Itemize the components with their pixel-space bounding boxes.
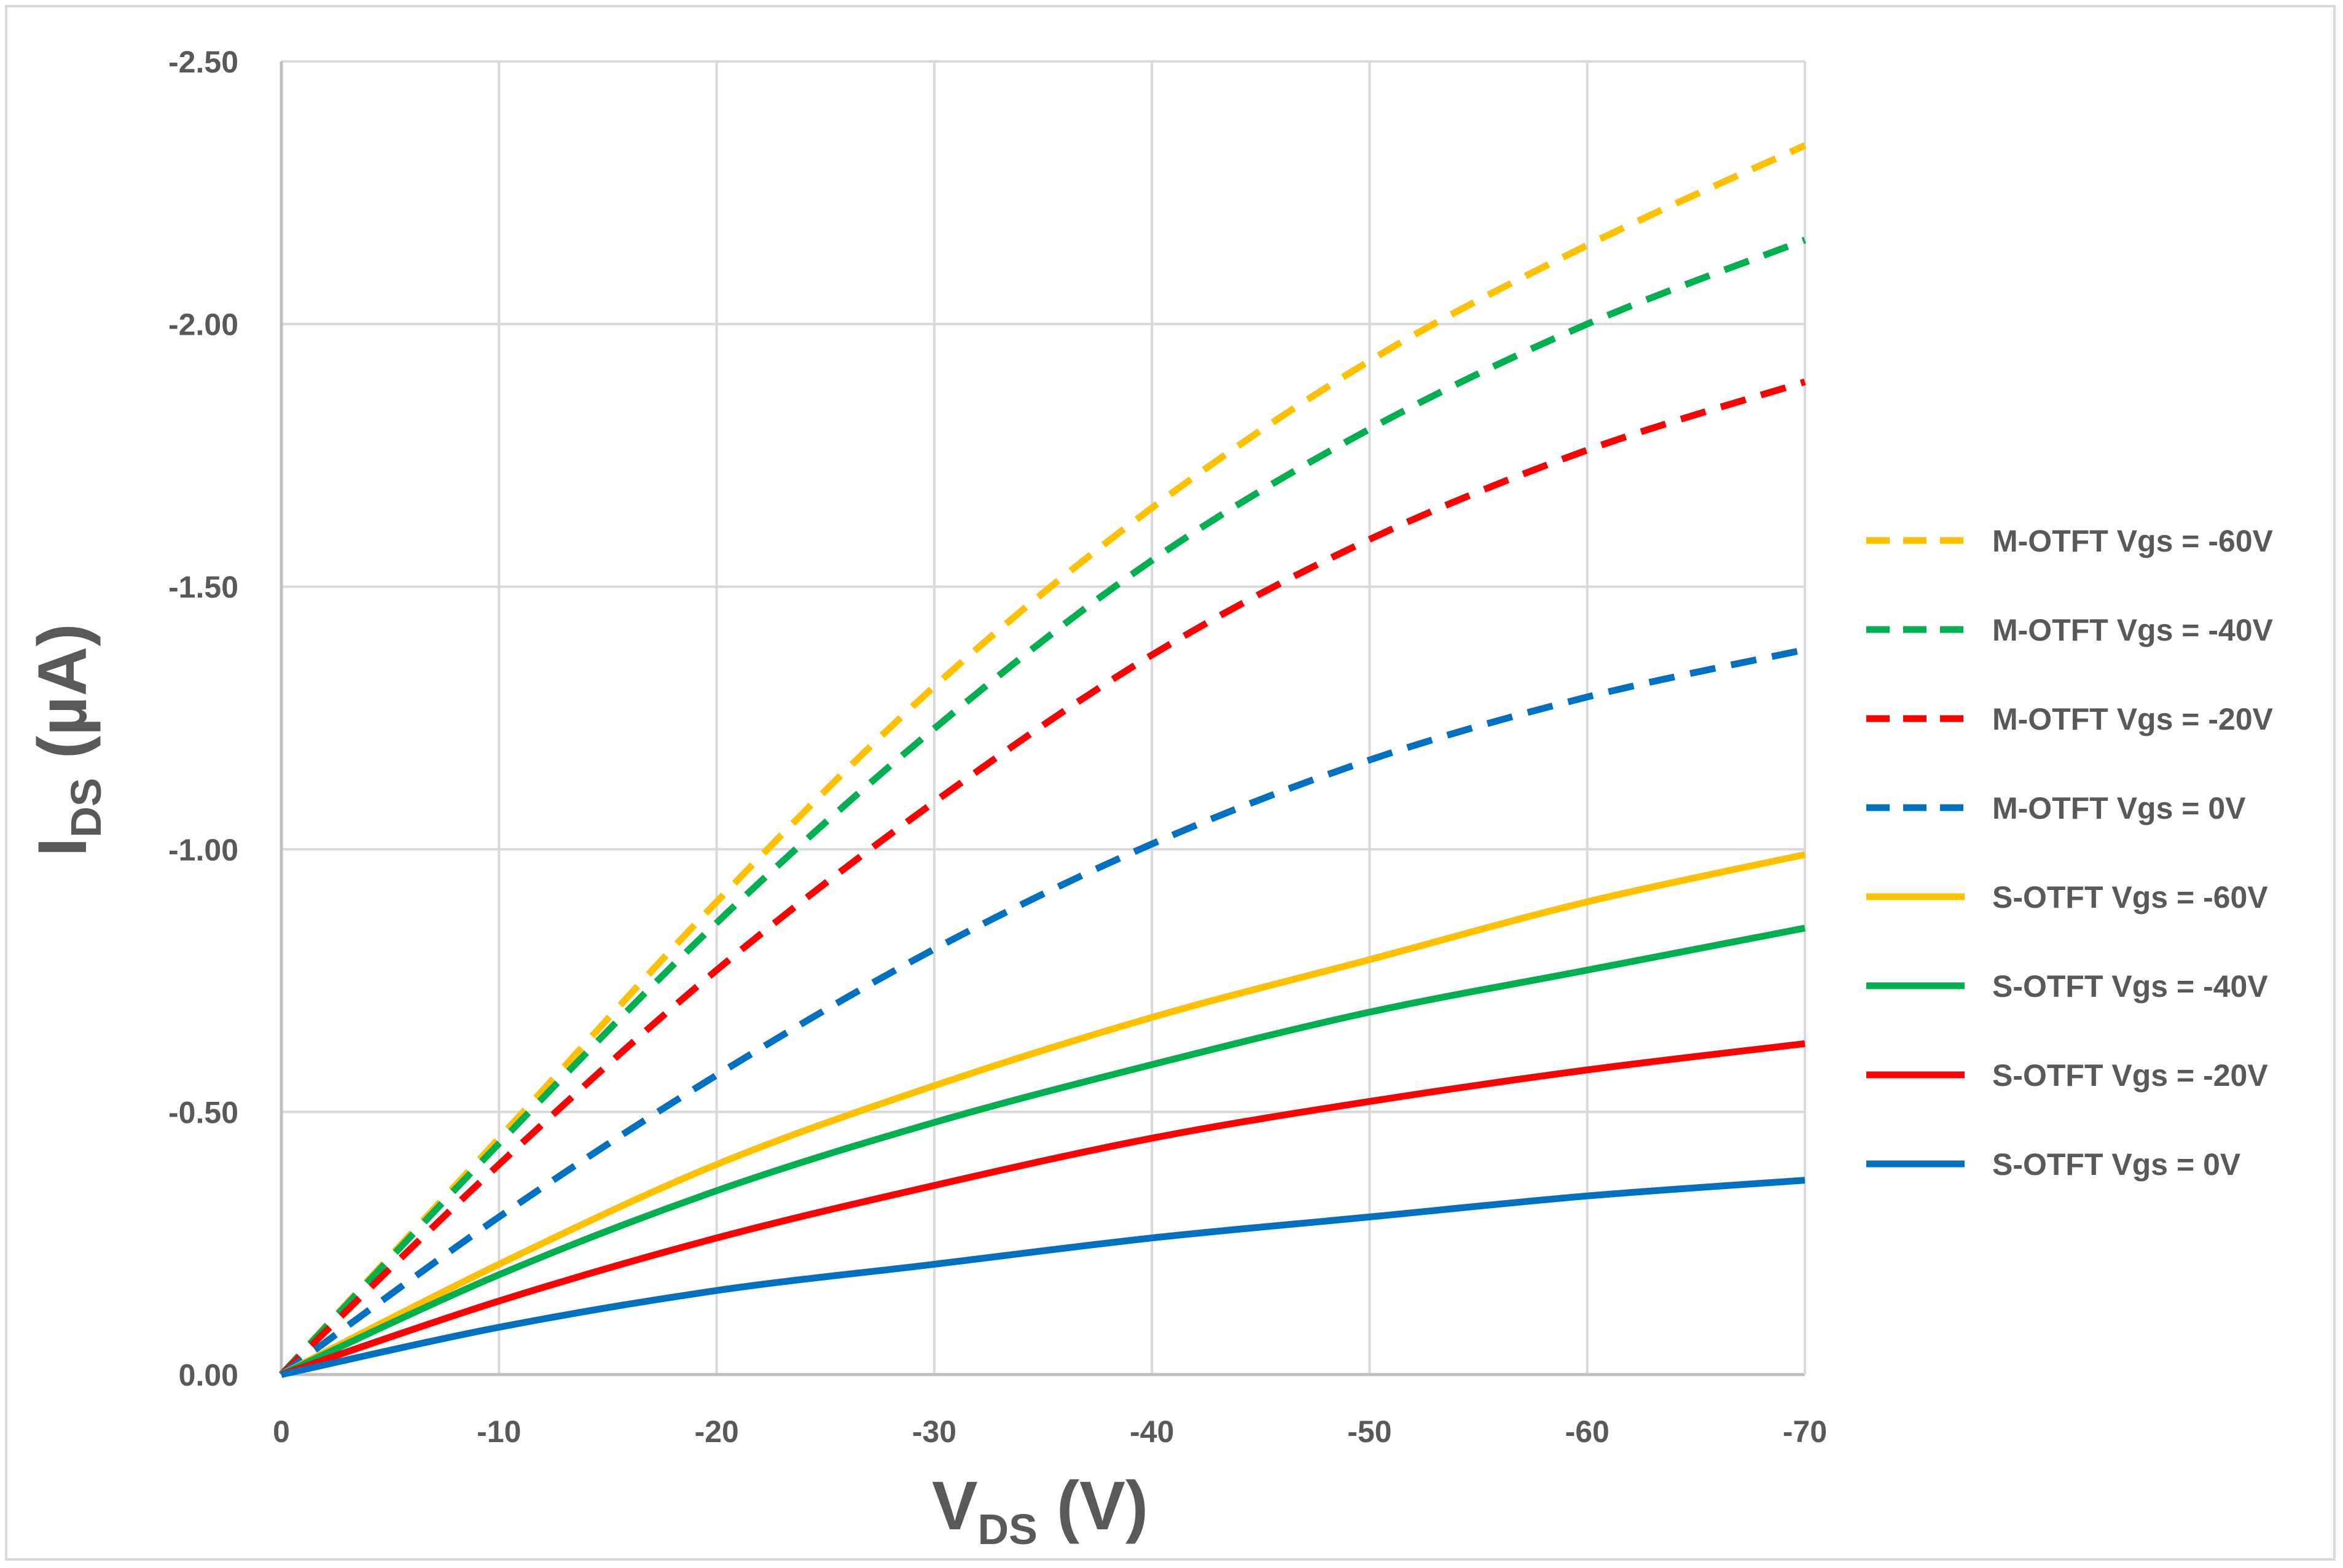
series-line-s-otft-vgs-20v [280, 1040, 1805, 1378]
series-line-s-otft-vgs-0v [280, 1177, 1805, 1378]
x-axis-title-sub: DS [978, 1505, 1038, 1553]
x-tick-label: -40 [1130, 1414, 1174, 1449]
legend-item-m-otft-vgs-40v: M-OTFT Vgs = -40V [1866, 613, 2274, 647]
y-tick-label: -2.00 [168, 308, 238, 342]
series-line-s-otft-vgs-60v [280, 851, 1806, 1378]
grid-lines [281, 60, 1806, 1375]
x-tick-label: -60 [1565, 1414, 1610, 1449]
legend-label: S-OTFT Vgs = -20V [1992, 1058, 2268, 1093]
series-line-m-otft-vgs-60v [278, 142, 1807, 1377]
y-tick-label: -2.50 [168, 45, 238, 79]
x-tick-label: -70 [1783, 1414, 1827, 1449]
y-tick-label: -1.00 [168, 833, 238, 867]
y-axis-title-main: I [24, 838, 101, 857]
series-lines [278, 142, 1807, 1378]
legend-item-m-otft-vgs-60v: M-OTFT Vgs = -60V [1866, 524, 2274, 558]
y-tick-label: -0.50 [168, 1095, 238, 1129]
x-tick-label: -10 [477, 1414, 521, 1449]
series-line-m-otft-vgs-0v [279, 646, 1806, 1378]
legend-label: S-OTFT Vgs = -40V [1992, 969, 2268, 1004]
x-tick-label: 0 [273, 1414, 290, 1449]
x-axis-title-main: V [932, 1467, 978, 1544]
y-axis-title: IDS (µA) [24, 623, 110, 857]
legend-item-m-otft-vgs-0v: M-OTFT Vgs = 0V [1866, 791, 2246, 825]
series-line-m-otft-vgs-40v [278, 236, 1806, 1377]
y-tick-labels: 0.00 -0.50 -1.00 -1.50 -2.00 -2.50 [168, 45, 238, 1392]
legend-item-s-otft-vgs-60v: S-OTFT Vgs = -60V [1866, 880, 2268, 915]
x-tick-label: -20 [694, 1414, 738, 1449]
legend-label: M-OTFT Vgs = -60V [1992, 524, 2274, 558]
legend: M-OTFT Vgs = -60V M-OTFT Vgs = -40V M-OTFT… [1866, 524, 2274, 1182]
x-axis-title-rest: (V) [1038, 1467, 1148, 1544]
x-tick-label: -30 [912, 1414, 956, 1449]
y-axis-title-rest: (µA) [24, 623, 101, 778]
axes [280, 61, 1806, 1376]
legend-item-s-otft-vgs-20v: S-OTFT Vgs = -20V [1866, 1058, 2268, 1093]
y-axis-title-sub: DS [62, 778, 110, 837]
legend-label: S-OTFT Vgs = 0V [1992, 1147, 2241, 1182]
series-line-s-otft-vgs-40v [280, 924, 1806, 1378]
legend-item-s-otft-vgs-40v: S-OTFT Vgs = -40V [1866, 969, 2268, 1004]
legend-item-s-otft-vgs-0v: S-OTFT Vgs = 0V [1866, 1147, 2241, 1182]
series-line-m-otft-vgs-20v [279, 378, 1806, 1377]
x-axis-title: VDS (V) [932, 1467, 1148, 1553]
x-tick-labels: 0 -10 -20 -30 -40 -50 -60 -70 [273, 1414, 1827, 1449]
legend-label: M-OTFT Vgs = 0V [1992, 791, 2246, 825]
y-tick-label: -1.50 [168, 570, 238, 604]
legend-item-m-otft-vgs-20v: M-OTFT Vgs = -20V [1866, 702, 2274, 736]
legend-label: S-OTFT Vgs = -60V [1992, 880, 2268, 915]
y-tick-label: 0.00 [179, 1358, 238, 1392]
legend-label: M-OTFT Vgs = -40V [1992, 613, 2274, 647]
x-tick-label: -50 [1347, 1414, 1391, 1449]
chart-frame [5, 5, 2336, 1561]
legend-label: M-OTFT Vgs = -20V [1992, 702, 2274, 736]
